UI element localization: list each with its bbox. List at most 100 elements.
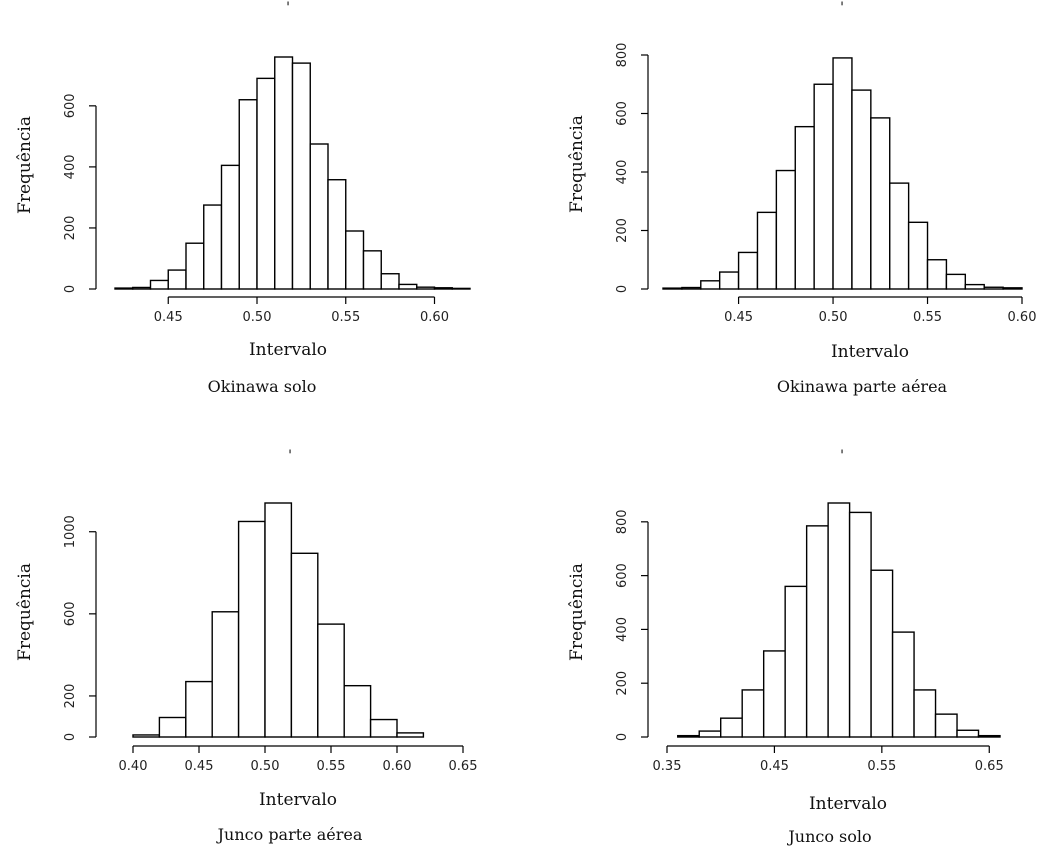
y-axis-title: Frequência: [15, 563, 35, 661]
histogram-bar: [317, 623, 345, 738]
histogram-bar: [677, 734, 700, 738]
histogram-bar: [737, 251, 759, 290]
histogram-bar: [848, 511, 872, 738]
histogram-bar: [158, 716, 187, 738]
x-tick-label: 0.55: [867, 759, 896, 774]
x-tick-label: 0.50: [819, 310, 848, 325]
histogram-panel-2: 0.45 0.50 0.55 0.60 0 200 400 600 800 ' Intervalo F…: [567, 0, 1036, 396]
y-tick-label: 400: [615, 160, 630, 185]
histogram-bar: [433, 287, 453, 290]
histogram-bar: [698, 730, 722, 738]
histogram-bar: [805, 525, 829, 738]
histogram-bar: [775, 169, 796, 290]
x-tick-label: 0.50: [243, 310, 272, 325]
histogram-bar: [956, 729, 980, 738]
histogram-bar: [870, 569, 894, 738]
y-tick-label: 600: [63, 93, 78, 118]
y-tick-label: 800: [615, 43, 630, 68]
histogram-bar: [741, 689, 765, 738]
y-tick-label: 0: [615, 733, 630, 741]
histogram-bar: [977, 734, 1001, 738]
panel-caption: Okinawa parte aérea: [777, 377, 948, 396]
histogram-bar: [1002, 287, 1023, 290]
histogram-bar: [132, 286, 152, 290]
histogram-bar: [700, 280, 721, 290]
histogram-bar: [945, 273, 967, 290]
histogram-bar: [891, 631, 915, 738]
y-tick-label: 800: [615, 509, 630, 534]
histogram-bar: [345, 230, 365, 290]
histogram-bar: [362, 250, 382, 290]
x-tick-label: 0.45: [760, 759, 789, 774]
x-tick-label: 0.65: [975, 759, 1004, 774]
y-tick-label: 600: [63, 601, 78, 626]
x-tick-label: 0.60: [1008, 310, 1037, 325]
y-tick-label: 200: [63, 684, 78, 709]
y-tick-label: 0: [615, 285, 630, 293]
histogram-bar: [185, 680, 213, 738]
histogram-bar: [756, 211, 778, 290]
histogram-bar: [784, 585, 808, 738]
y-tick-label: 1000: [63, 515, 78, 548]
histogram-bar: [827, 502, 851, 738]
histogram-bar: [416, 286, 436, 290]
histogram-bar: [149, 279, 169, 290]
x-tick-label: 0.40: [119, 759, 148, 774]
histogram-bar: [396, 732, 425, 738]
histogram-bar: [343, 684, 372, 738]
histogram-bar: [794, 125, 815, 290]
histogram-bar: [167, 269, 187, 290]
histogram-bar: [309, 143, 329, 290]
histogram-bar: [238, 99, 258, 290]
y-tick-label: 200: [615, 671, 630, 696]
histogram-bar: [662, 287, 683, 290]
y-tick-label: 600: [615, 563, 630, 588]
y-tick-label: 200: [63, 216, 78, 241]
panel-caption: Junco parte aérea: [216, 825, 363, 844]
x-tick-label: 0.60: [383, 759, 412, 774]
x-tick-label: 0.45: [154, 310, 183, 325]
histogram-bar: [926, 259, 948, 290]
histogram-bar: [185, 242, 205, 290]
x-tick-label: 0.45: [724, 310, 753, 325]
histogram-bar: [983, 286, 1004, 290]
panel-caption: Junco solo: [786, 827, 871, 846]
x-tick-label: 0.45: [185, 759, 214, 774]
histogram-bar: [274, 56, 294, 290]
histogram-bar: [832, 57, 853, 290]
histogram-bar: [907, 221, 929, 290]
chart-title: ': [286, 0, 290, 16]
histogram-bar: [720, 717, 743, 738]
histogram-bar: [889, 182, 910, 290]
y-axis-title: Frequência: [567, 115, 587, 213]
chart-title: ': [288, 448, 292, 464]
histogram-bar: [870, 117, 891, 290]
y-tick-label: 400: [615, 617, 630, 642]
histogram-bar: [964, 283, 985, 290]
x-axis-title: Intervalo: [809, 794, 887, 814]
histogram-bar: [264, 502, 293, 738]
histogram-panel-3: 0.40 0.45 0.50 0.55 0.60 0.65 0 200 600 1000 ' Inte…: [15, 448, 477, 844]
y-tick-label: 400: [63, 154, 78, 179]
histogram-bar: [256, 77, 276, 290]
histogram-bar: [291, 62, 311, 290]
x-axis-title: Intervalo: [249, 340, 327, 360]
chart-title: ': [840, 0, 844, 16]
histogram-panel-1: 0.45 0.50 0.55 0.60 0 200 400 600 ' Intervalo Freq…: [15, 0, 471, 396]
histogram-bar: [132, 734, 161, 738]
y-tick-label: 0: [63, 285, 78, 293]
histogram-bar: [851, 89, 872, 290]
x-tick-label: 0.50: [251, 759, 280, 774]
histogram-panel-4: 0.35 0.45 0.55 0.65 0 200 400 600 800 ' Intervalo F…: [567, 448, 1004, 846]
histogram-bar: [762, 650, 786, 738]
histogram-bar: [290, 552, 319, 738]
x-tick-label: 0.55: [913, 310, 942, 325]
histogram-bar: [203, 204, 223, 290]
x-tick-label: 0.35: [653, 759, 682, 774]
x-tick-label: 0.65: [449, 759, 478, 774]
histogram-bar: [451, 287, 471, 290]
histogram-bar: [718, 271, 740, 290]
x-tick-label: 0.55: [331, 310, 360, 325]
histogram-bar: [934, 713, 958, 738]
chart-title: ': [840, 448, 844, 464]
